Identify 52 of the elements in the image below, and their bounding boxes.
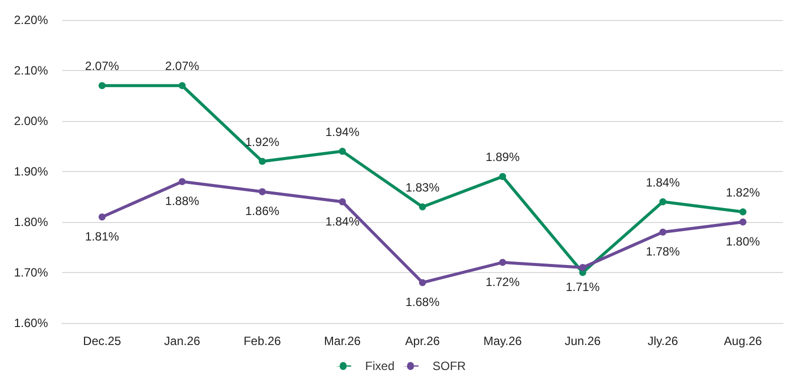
point bbox=[659, 228, 666, 236]
data-label: 1.88% bbox=[165, 194, 200, 208]
data-label: 2.07% bbox=[85, 59, 120, 74]
x-tick-label: May.26 bbox=[483, 334, 522, 348]
y-tick-label: 1.60% bbox=[14, 316, 48, 330]
point bbox=[178, 82, 186, 90]
data-label: 1.71% bbox=[566, 280, 600, 294]
x-tick-label: Jly.26 bbox=[648, 334, 678, 348]
point bbox=[499, 258, 506, 266]
data-label: 1.86% bbox=[245, 204, 280, 218]
x-tick-label: Aug.26 bbox=[724, 334, 762, 348]
x-tick-label: Jan.26 bbox=[164, 334, 201, 348]
data-label: 1.92% bbox=[245, 134, 280, 149]
data-label: 2.07% bbox=[165, 59, 200, 74]
y-tick-label: 1.80% bbox=[14, 215, 48, 229]
point bbox=[258, 188, 266, 196]
y-tick-label: 2.00% bbox=[14, 114, 48, 128]
point bbox=[659, 198, 666, 206]
data-label: 1.80% bbox=[726, 234, 760, 248]
data-label: 1.82% bbox=[726, 185, 760, 200]
legend-label: Fixed bbox=[365, 359, 395, 373]
data-label: 1.89% bbox=[486, 150, 520, 164]
point bbox=[338, 198, 346, 206]
data-label: 1.68% bbox=[405, 295, 440, 310]
y-tick-label: 1.90% bbox=[14, 164, 48, 178]
y-tick-label: 2.20% bbox=[14, 13, 48, 27]
point bbox=[739, 218, 746, 226]
x-tick-label: Apr.26 bbox=[405, 334, 440, 348]
data-label: 1.94% bbox=[325, 124, 360, 139]
point bbox=[98, 82, 106, 90]
point bbox=[338, 148, 346, 155]
data-label: 1.84% bbox=[646, 175, 680, 190]
data-label: 1.72% bbox=[486, 274, 520, 289]
data-label: 1.83% bbox=[405, 180, 440, 194]
x-tick-label: Dec.25 bbox=[83, 334, 122, 348]
point bbox=[178, 178, 186, 186]
point bbox=[739, 208, 746, 216]
x-tick-label: Mar.26 bbox=[324, 334, 362, 348]
y-tick-label: 2.10% bbox=[14, 64, 48, 78]
point bbox=[419, 203, 426, 210]
data-label: 1.84% bbox=[325, 214, 360, 228]
point bbox=[98, 213, 106, 220]
point bbox=[579, 264, 586, 271]
point bbox=[419, 279, 426, 286]
x-tick-label: Jun.26 bbox=[564, 334, 602, 348]
legend-label: SOFR bbox=[432, 359, 466, 373]
data-label: 1.81% bbox=[85, 229, 120, 244]
y-tick-label: 1.70% bbox=[14, 266, 48, 280]
data-label: 1.78% bbox=[646, 244, 680, 259]
point bbox=[499, 173, 506, 180]
x-tick-label: Feb.26 bbox=[244, 334, 282, 348]
point bbox=[258, 158, 266, 165]
